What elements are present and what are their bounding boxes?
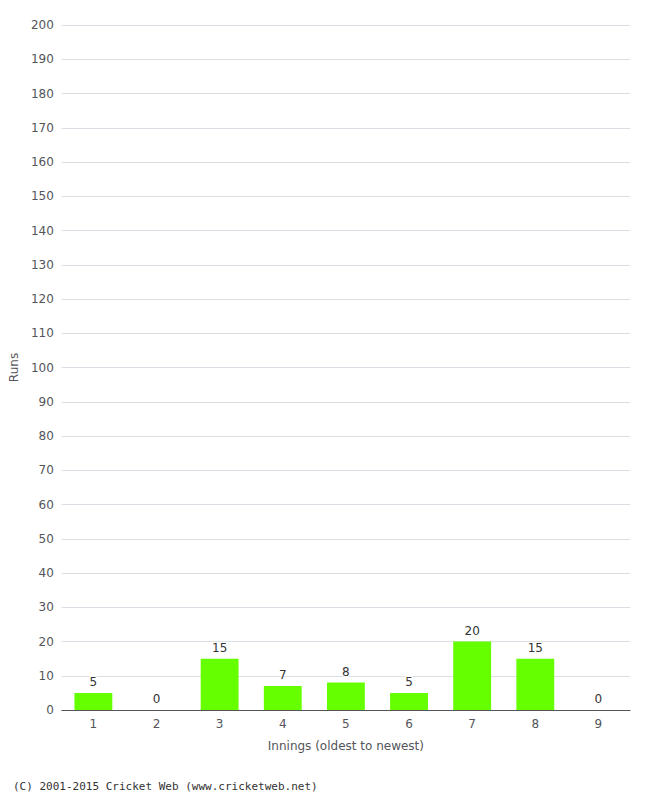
svg-text:15: 15 xyxy=(212,641,227,655)
svg-text:190: 190 xyxy=(31,52,54,66)
svg-text:0: 0 xyxy=(595,692,603,706)
svg-text:200: 200 xyxy=(31,18,54,32)
svg-text:0: 0 xyxy=(46,703,54,717)
svg-text:(C) 2001-2015 Cricket Web (www: (C) 2001-2015 Cricket Web (www.cricketwe… xyxy=(13,780,318,793)
svg-text:160: 160 xyxy=(31,155,54,169)
svg-text:5: 5 xyxy=(405,675,413,689)
svg-text:10: 10 xyxy=(39,669,54,683)
svg-text:4: 4 xyxy=(279,717,287,731)
svg-text:0: 0 xyxy=(153,692,161,706)
svg-text:170: 170 xyxy=(31,121,54,135)
svg-text:180: 180 xyxy=(31,87,54,101)
svg-text:5: 5 xyxy=(90,675,98,689)
svg-text:140: 140 xyxy=(31,224,54,238)
svg-text:40: 40 xyxy=(39,566,54,580)
svg-text:110: 110 xyxy=(31,326,54,340)
svg-text:8: 8 xyxy=(342,665,350,679)
svg-text:80: 80 xyxy=(39,429,54,443)
svg-text:70: 70 xyxy=(39,463,54,477)
svg-text:150: 150 xyxy=(31,189,54,203)
svg-text:30: 30 xyxy=(39,600,54,614)
svg-text:100: 100 xyxy=(31,361,54,375)
svg-text:7: 7 xyxy=(279,668,287,682)
svg-text:50: 50 xyxy=(39,532,54,546)
svg-text:5: 5 xyxy=(342,717,350,731)
svg-text:1: 1 xyxy=(90,717,98,731)
svg-text:3: 3 xyxy=(216,717,224,731)
svg-text:8: 8 xyxy=(531,717,539,731)
svg-text:6: 6 xyxy=(405,717,413,731)
svg-text:20: 20 xyxy=(39,635,54,649)
svg-text:130: 130 xyxy=(31,258,54,272)
svg-text:Innings (oldest to newest): Innings (oldest to newest) xyxy=(268,739,424,753)
svg-text:15: 15 xyxy=(528,641,543,655)
svg-text:60: 60 xyxy=(39,498,54,512)
svg-text:90: 90 xyxy=(39,395,54,409)
svg-text:Runs: Runs xyxy=(7,353,21,382)
svg-text:20: 20 xyxy=(465,624,480,638)
svg-text:7: 7 xyxy=(468,717,476,731)
svg-text:2: 2 xyxy=(153,717,161,731)
svg-text:120: 120 xyxy=(31,292,54,306)
svg-text:9: 9 xyxy=(595,717,603,731)
